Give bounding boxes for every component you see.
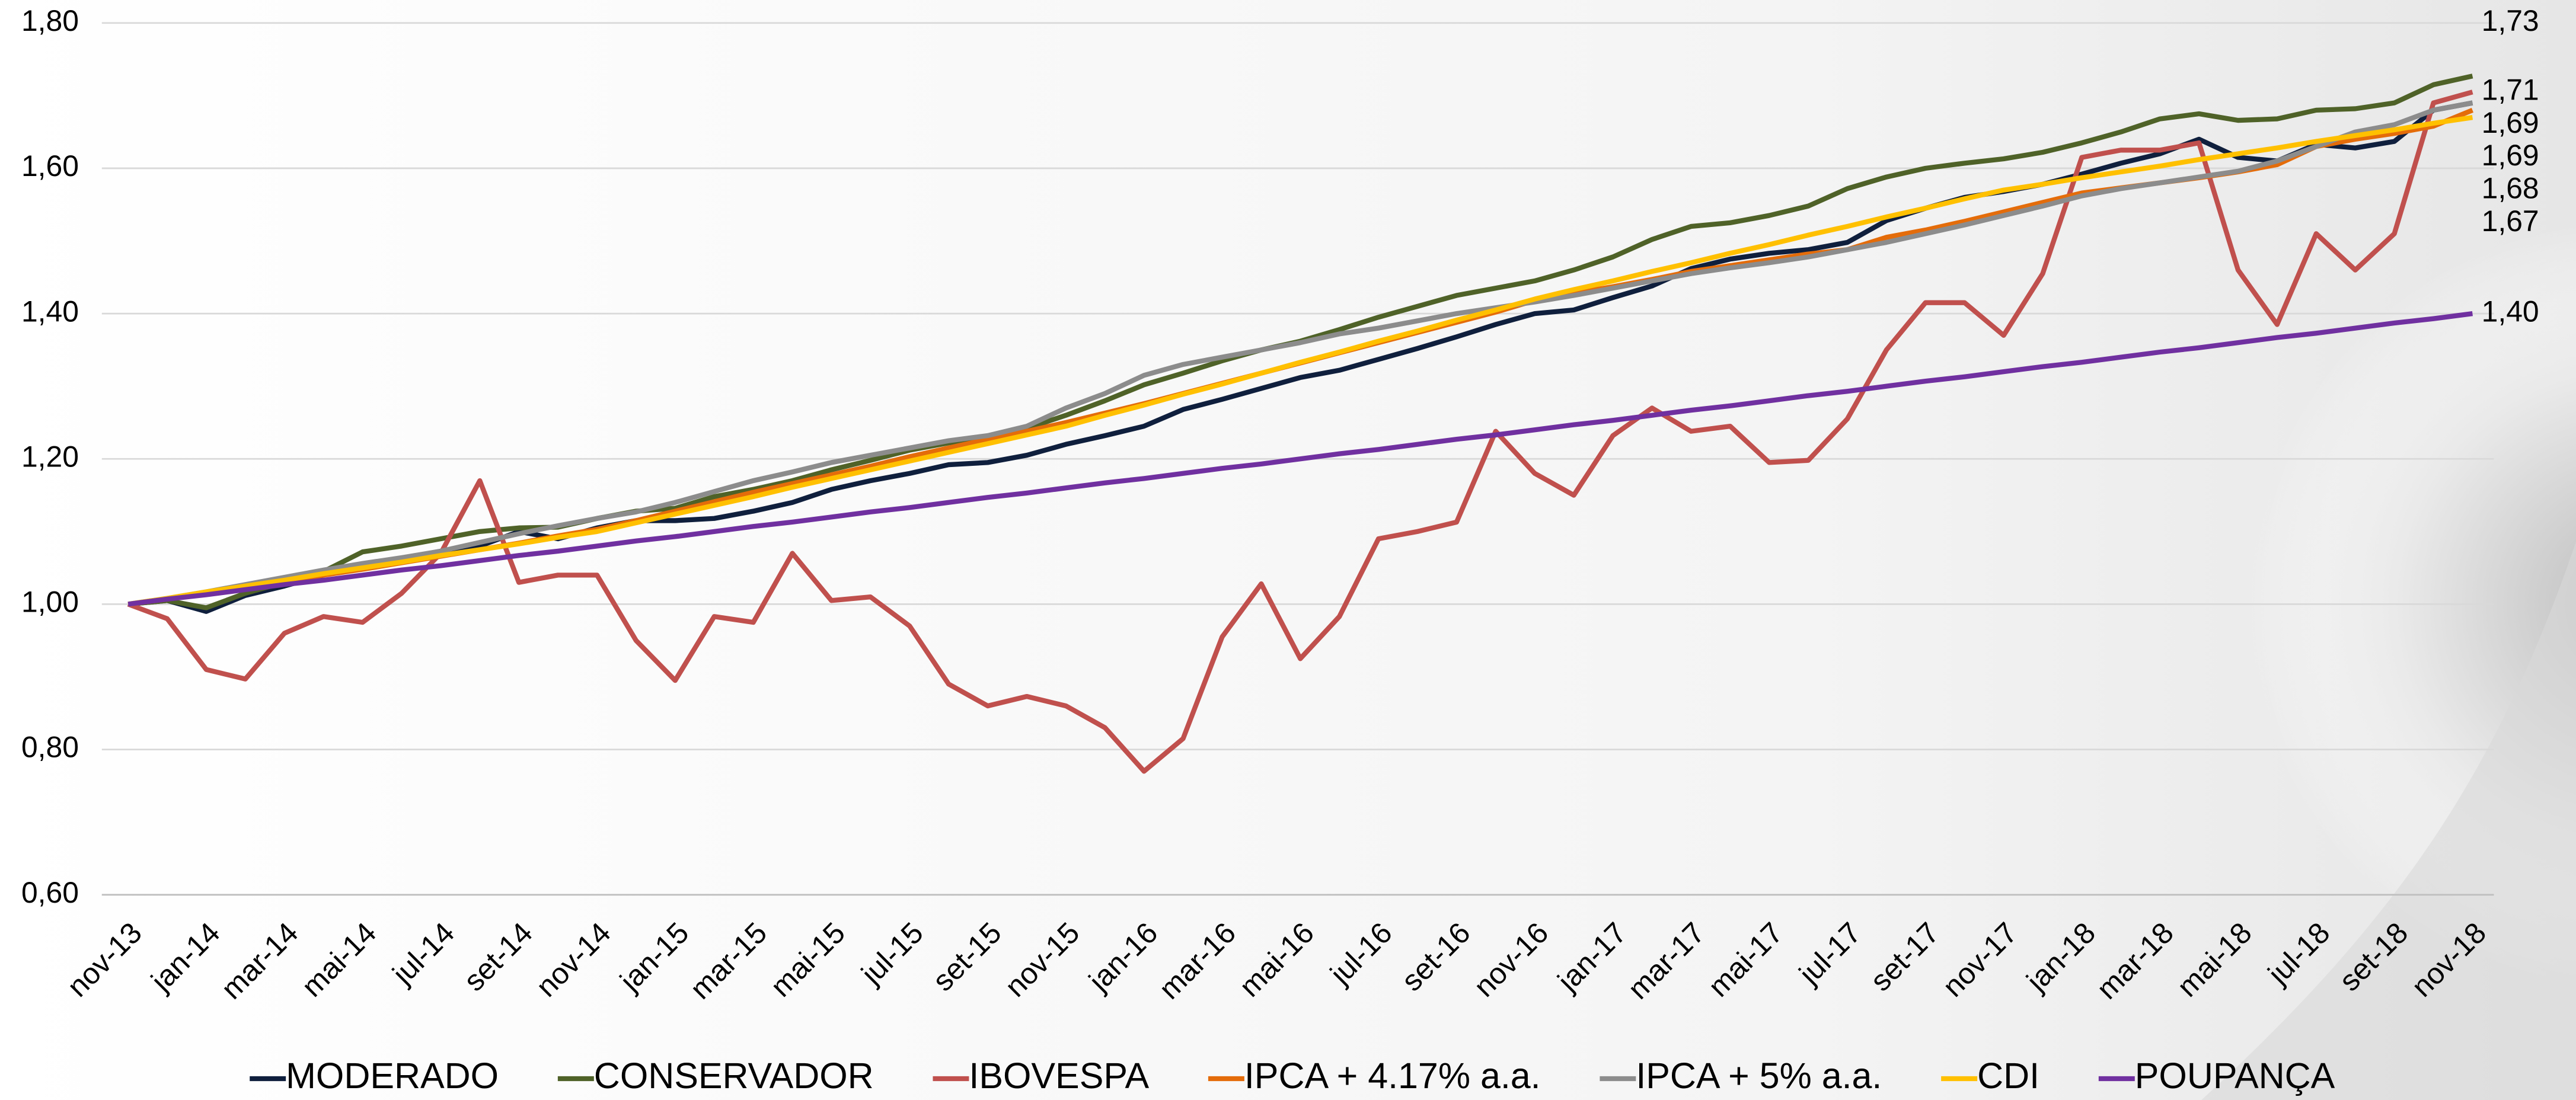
- legend-label: POUPANÇA: [2135, 1056, 2335, 1096]
- y-tick-label: 0,60: [21, 876, 79, 909]
- legend-label: IBOVESPA: [969, 1056, 1149, 1096]
- end-value-label: 1,73: [2482, 4, 2539, 37]
- series-line: [127, 100, 2473, 607]
- legend-label: CONSERVADOR: [594, 1056, 874, 1096]
- end-value-label: 1,69: [2482, 139, 2539, 172]
- end-value-label: 1,71: [2482, 73, 2539, 106]
- y-tick-label: 1,40: [21, 295, 79, 328]
- legend-label: IPCA + 4.17% a.a.: [1244, 1056, 1541, 1096]
- end-value-label: 1,40: [2482, 295, 2539, 328]
- y-tick-label: 1,60: [21, 149, 79, 183]
- end-value-label: 1,67: [2482, 204, 2539, 238]
- series-line: [127, 89, 2473, 774]
- end-value-label: 1,68: [2482, 172, 2539, 205]
- legend-label: CDI: [1977, 1056, 2039, 1096]
- y-tick-label: 1,80: [21, 4, 79, 37]
- end-value-label: 1,69: [2482, 106, 2539, 139]
- y-tick-label: 0,80: [21, 731, 79, 764]
- y-tick-label: 1,20: [21, 440, 79, 473]
- y-tick-label: 1,00: [21, 586, 79, 619]
- legend-label: MODERADO: [286, 1056, 499, 1096]
- legend-label: IPCA + 5% a.a.: [1636, 1056, 1882, 1096]
- series-line: [127, 115, 2473, 607]
- series-line: [127, 311, 2473, 607]
- background-swirl: [2201, 542, 2576, 1100]
- plot-lines: [127, 73, 2473, 774]
